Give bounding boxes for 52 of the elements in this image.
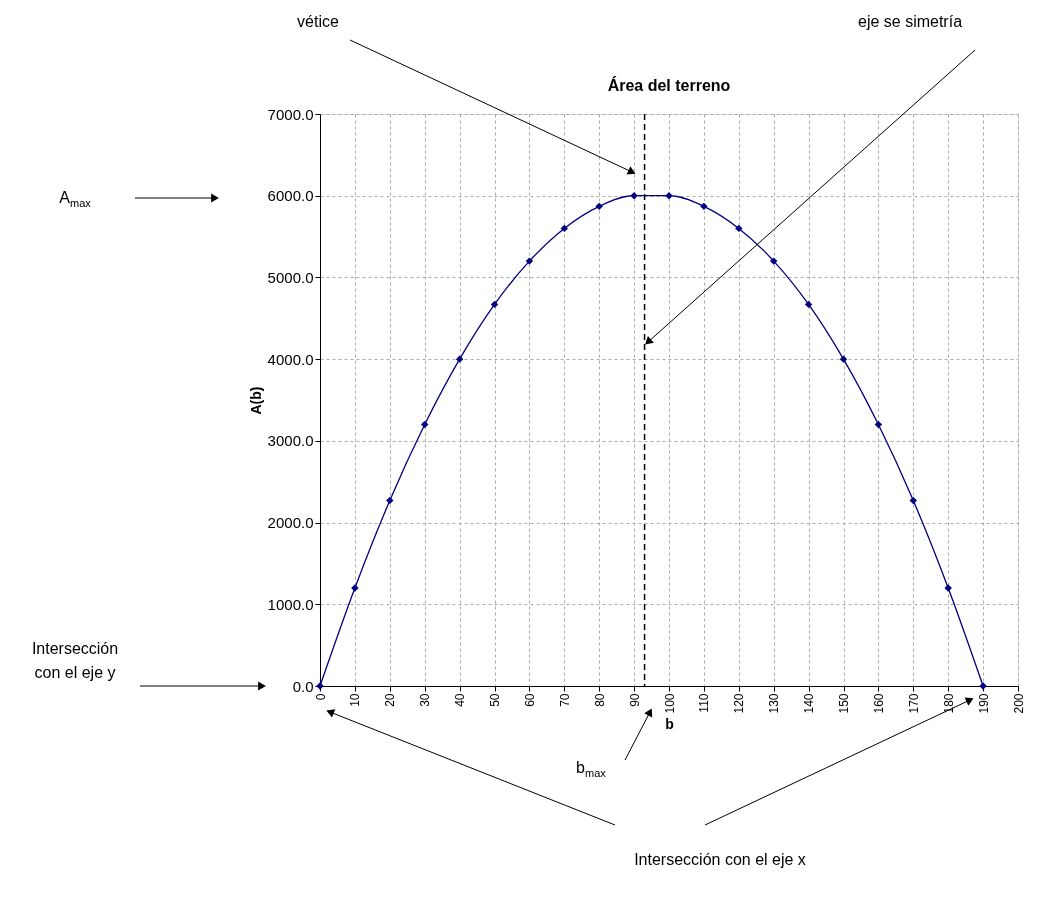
point [769, 257, 778, 265]
x-tick-label: 20 [383, 693, 398, 707]
point [700, 202, 708, 211]
text: vétice [297, 13, 339, 30]
x-tick-label: 60 [522, 693, 537, 707]
point [490, 300, 499, 309]
x-tick-label: 90 [627, 693, 642, 707]
y-tick-label: 6000.0 [267, 187, 314, 205]
x-tick-label: 160 [871, 693, 886, 714]
point [874, 420, 883, 429]
point [525, 257, 534, 265]
x-tick-label: 120 [732, 693, 747, 714]
point [560, 224, 569, 233]
point [630, 192, 638, 200]
x-tick-label: 190 [976, 693, 991, 714]
point [386, 496, 394, 505]
point [839, 355, 848, 363]
text: eje se simetría [857, 13, 963, 30]
x-tick-label: 80 [592, 693, 607, 707]
point [735, 224, 743, 233]
x-tick-label: 130 [767, 693, 782, 714]
point [455, 355, 464, 363]
x-tick-label: 50 [488, 693, 502, 707]
x-tick-label: 40 [453, 693, 468, 707]
point [420, 420, 429, 429]
point [804, 300, 813, 309]
x-tick-label: 70 [557, 693, 572, 707]
point [665, 192, 673, 200]
x-tick-label: 30 [418, 693, 433, 707]
y-axis-title: A(b) [247, 386, 264, 415]
x-tick-label: 200 [1011, 693, 1026, 714]
y-tick-label: 5000.0 [267, 268, 314, 286]
point [909, 496, 918, 505]
x-tick-label: 110 [697, 693, 712, 713]
x-tick-label: 100 [662, 693, 677, 714]
x-tick-label: 180 [941, 693, 956, 714]
y-tick-label: 4000.0 [267, 350, 314, 368]
text: Intersección con el eje y [31, 640, 119, 681]
y-tick-label: 7000.0 [267, 105, 314, 123]
point [595, 202, 603, 211]
x-tick-label: 0 [313, 693, 328, 701]
chart-title: Área del terreno [607, 76, 731, 94]
y-tick-label: 1000.0 [267, 595, 314, 613]
text: Intersección con el eje x [634, 851, 806, 868]
y-tick-label: 2000.0 [267, 514, 314, 532]
x-tick-label: 150 [837, 693, 851, 714]
x-axis-title: b [665, 715, 674, 732]
x-tick-label: 10 [348, 693, 363, 707]
x-tick-label: 170 [906, 693, 921, 714]
x-tick-label: 140 [802, 693, 817, 714]
y-tick-label: 3000.0 [267, 432, 314, 450]
y-tick-label: 0.0 [292, 677, 314, 695]
